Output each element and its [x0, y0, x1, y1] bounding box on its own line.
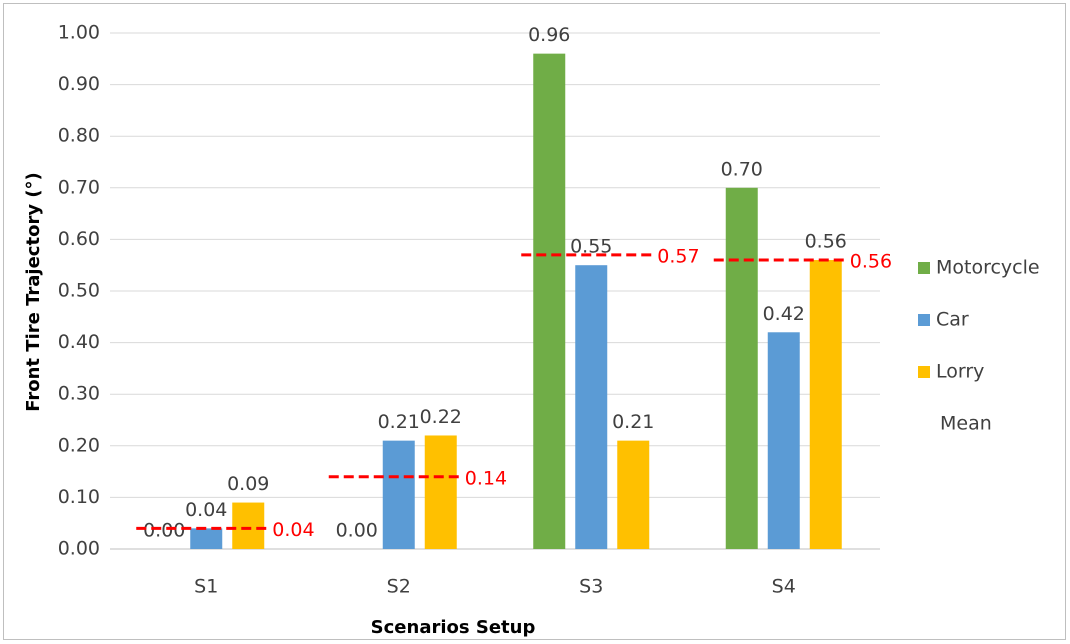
bar [767, 332, 800, 549]
bar [617, 440, 650, 549]
data-label: 0.09 [227, 473, 269, 495]
legend-label: Motorcycle [936, 257, 1040, 279]
data-label: 0.21 [612, 411, 654, 433]
x-tick-label: S3 [579, 576, 603, 598]
bar [809, 260, 842, 549]
y-tick-label: 0.30 [58, 383, 100, 405]
y-tick-label: 0.60 [58, 228, 100, 250]
y-tick-label: 0.00 [58, 538, 100, 560]
data-label: 0.96 [528, 24, 570, 46]
data-label: 0.00 [143, 520, 185, 542]
x-axis-title: Scenarios Setup [371, 617, 536, 638]
data-label: 0.70 [721, 158, 763, 180]
bar [424, 435, 457, 549]
data-label: 0.22 [420, 406, 462, 428]
y-tick-label: 0.10 [58, 486, 100, 508]
mean-label: 0.56 [850, 251, 892, 273]
data-label: 0.56 [805, 231, 847, 253]
bar [382, 440, 415, 549]
bar [232, 502, 265, 549]
mean-label: 0.04 [272, 519, 314, 541]
bar [190, 528, 223, 549]
data-label: 0.55 [570, 236, 612, 258]
x-tick-label: S2 [387, 576, 411, 598]
legend-label: Mean [940, 413, 992, 435]
y-tick-label: 0.40 [58, 331, 100, 353]
legend-label: Lorry [936, 361, 984, 383]
bar [533, 53, 566, 549]
legend-swatch [918, 262, 930, 274]
bar [575, 265, 608, 549]
x-tick-label: S1 [194, 576, 218, 598]
y-tick-label: 0.20 [58, 434, 100, 456]
mean-label: 0.14 [465, 467, 507, 489]
data-label: 0.21 [378, 411, 420, 433]
y-tick-label: 0.90 [58, 73, 100, 95]
legend-label: Car [936, 309, 969, 331]
data-label: 0.00 [336, 520, 378, 542]
y-axis-title: Front Tire Trajectory (°) [23, 172, 44, 412]
bar [725, 187, 758, 550]
legend-swatch [918, 366, 930, 378]
data-label: 0.42 [763, 303, 805, 325]
mean-label: 0.57 [657, 245, 699, 267]
y-tick-label: 1.00 [58, 22, 100, 44]
data-label: 0.04 [185, 499, 227, 521]
y-tick-label: 0.50 [58, 280, 100, 302]
y-tick-label: 0.80 [58, 125, 100, 147]
y-tick-label: 0.70 [58, 176, 100, 198]
x-tick-label: S4 [772, 576, 796, 598]
legend-swatch [918, 314, 930, 326]
